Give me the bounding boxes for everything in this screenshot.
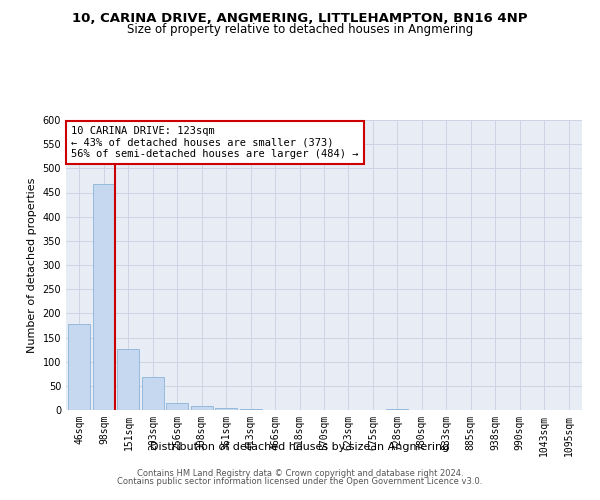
Text: Contains HM Land Registry data © Crown copyright and database right 2024.: Contains HM Land Registry data © Crown c… <box>137 468 463 477</box>
Y-axis label: Number of detached properties: Number of detached properties <box>27 178 37 352</box>
Text: Contains public sector information licensed under the Open Government Licence v3: Contains public sector information licen… <box>118 477 482 486</box>
Text: 10, CARINA DRIVE, ANGMERING, LITTLEHAMPTON, BN16 4NP: 10, CARINA DRIVE, ANGMERING, LITTLEHAMPT… <box>72 12 528 26</box>
Bar <box>239 408 262 410</box>
Bar <box>142 376 164 410</box>
Bar <box>166 403 188 410</box>
Text: Distribution of detached houses by size in Angmering: Distribution of detached houses by size … <box>151 442 449 452</box>
Text: Size of property relative to detached houses in Angmering: Size of property relative to detached ho… <box>127 22 473 36</box>
Bar <box>191 406 213 410</box>
Bar <box>93 184 115 410</box>
Text: 10 CARINA DRIVE: 123sqm
← 43% of detached houses are smaller (373)
56% of semi-d: 10 CARINA DRIVE: 123sqm ← 43% of detache… <box>71 126 359 159</box>
Bar <box>386 408 409 410</box>
Bar <box>68 324 91 410</box>
Bar <box>118 348 139 410</box>
Bar <box>215 408 237 410</box>
